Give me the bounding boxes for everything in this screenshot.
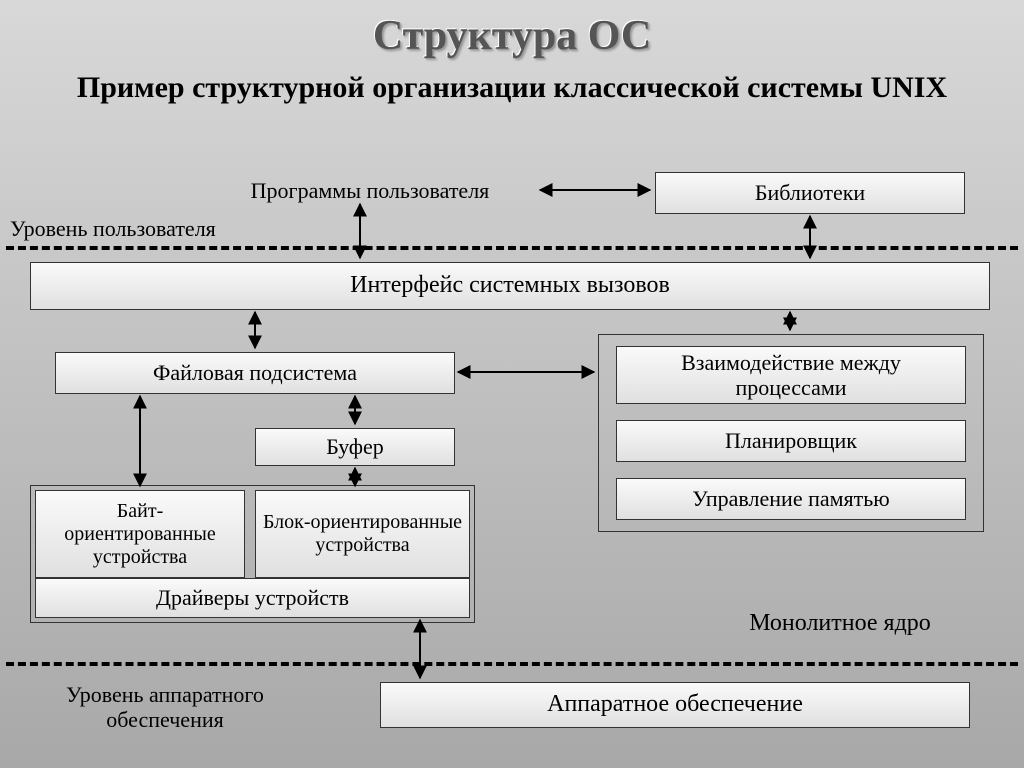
label-user-level: Уровень пользователя bbox=[10, 216, 270, 242]
divider-user-kernel bbox=[6, 246, 1018, 250]
box-memory-management: Управление памятью bbox=[616, 478, 966, 520]
page-subtitle: Пример структурной организации классичес… bbox=[0, 70, 1024, 106]
box-ipc: Взаимодействие между процессами bbox=[616, 346, 966, 404]
label-user-programs: Программы пользователя bbox=[205, 178, 535, 204]
box-scheduler: Планировщик bbox=[616, 420, 966, 462]
label-hw-level: Уровень аппаратного обеспечения bbox=[20, 682, 310, 733]
box-buffer: Буфер bbox=[255, 428, 455, 466]
page-title: Структура ОС bbox=[0, 12, 1024, 60]
box-libraries: Библиотеки bbox=[655, 172, 965, 214]
box-hardware: Аппаратное обеспечение bbox=[380, 682, 970, 728]
label-monolithic-kernel: Монолитное ядро bbox=[690, 610, 990, 637]
box-block-devices: Блок-ориентированные устройства bbox=[255, 490, 470, 578]
box-device-drivers: Драйверы устройств bbox=[35, 578, 470, 618]
box-file-subsystem: Файловая подсистема bbox=[55, 352, 455, 394]
divider-kernel-hw bbox=[6, 662, 1018, 666]
box-syscall-interface: Интерфейс системных вызовов bbox=[30, 262, 990, 310]
box-byte-devices: Байт-ориентированные устройства bbox=[35, 490, 245, 578]
